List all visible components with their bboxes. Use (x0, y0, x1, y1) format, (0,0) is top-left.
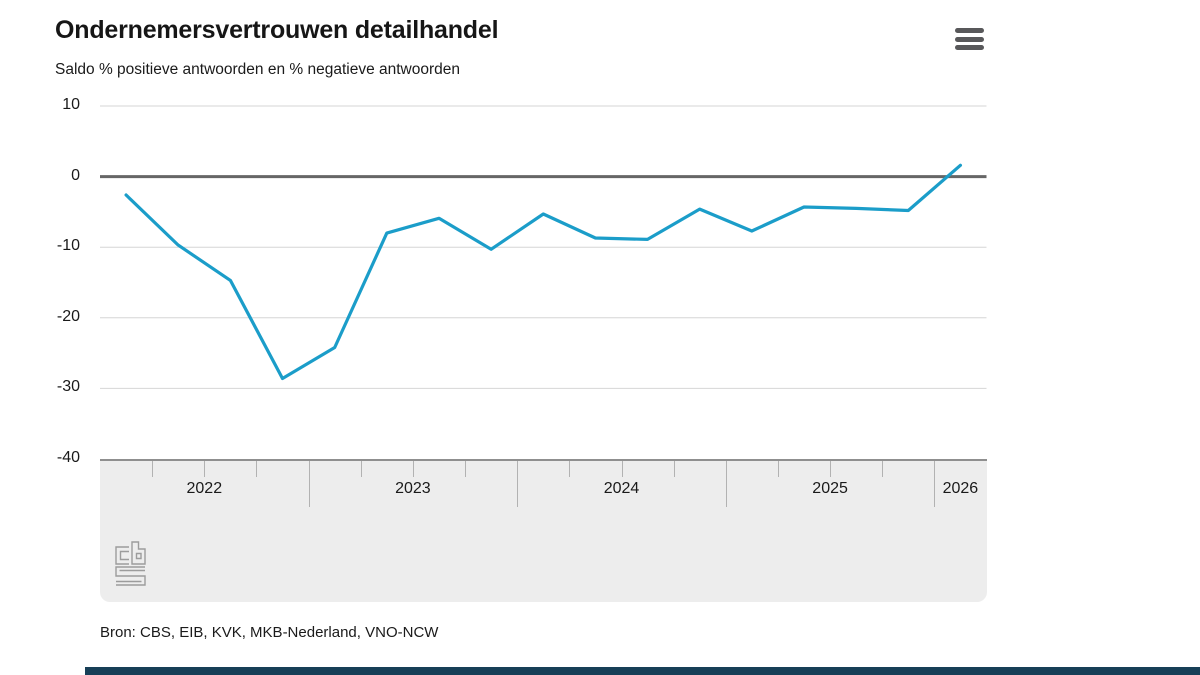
quarter-tick (673, 461, 675, 477)
quarter-tick (152, 461, 154, 477)
y-axis-label: 10 (62, 96, 80, 113)
quarter-tick (204, 461, 206, 477)
y-axis-label: -20 (56, 307, 80, 325)
page-bottom-bar (85, 667, 1200, 675)
quarter-tick (882, 461, 884, 477)
hamburger-icon (955, 36, 984, 42)
cbs-logo-icon (115, 541, 146, 586)
y-axis-label: -10 (56, 237, 80, 255)
quarter-tick (569, 461, 571, 477)
year-separator-tick (934, 461, 936, 507)
menu-button[interactable] (950, 23, 990, 55)
quarter-tick (777, 461, 779, 477)
quarter-tick (465, 461, 466, 477)
x-axis-band: 2022 2023 2024 2025 2026 (100, 459, 987, 602)
hamburger-icon (955, 45, 984, 50)
year-separator-tick (517, 461, 519, 507)
x-axis-year-label: 2022 (186, 480, 223, 497)
x-axis-year-label: 2023 (395, 480, 431, 497)
year-separator-tick (308, 461, 310, 507)
hamburger-icon (955, 28, 984, 33)
confidence-line-series (124, 163, 963, 381)
y-axis-label: -30 (56, 378, 80, 396)
quarter-tick (830, 461, 832, 477)
source-text: Bron: CBS, EIB, KVK, MKB-Nederland, VNO-… (100, 624, 439, 641)
x-axis-year-label: 2024 (603, 480, 640, 497)
chart-title: Ondernemersvertrouwen detailhandel (55, 16, 499, 44)
x-axis-year-label: 2025 (812, 480, 848, 497)
year-separator-tick (725, 461, 727, 507)
y-axis-label: -40 (56, 449, 80, 466)
quarter-tick (621, 461, 623, 477)
y-axis-label: 0 (71, 166, 80, 184)
x-axis-year-label: 2026 (942, 480, 979, 497)
quarter-tick (412, 461, 414, 477)
quarter-tick (360, 461, 362, 477)
quarter-tick (256, 461, 258, 477)
chart-subtitle: Saldo % positieve antwoorden en % negati… (55, 61, 460, 78)
